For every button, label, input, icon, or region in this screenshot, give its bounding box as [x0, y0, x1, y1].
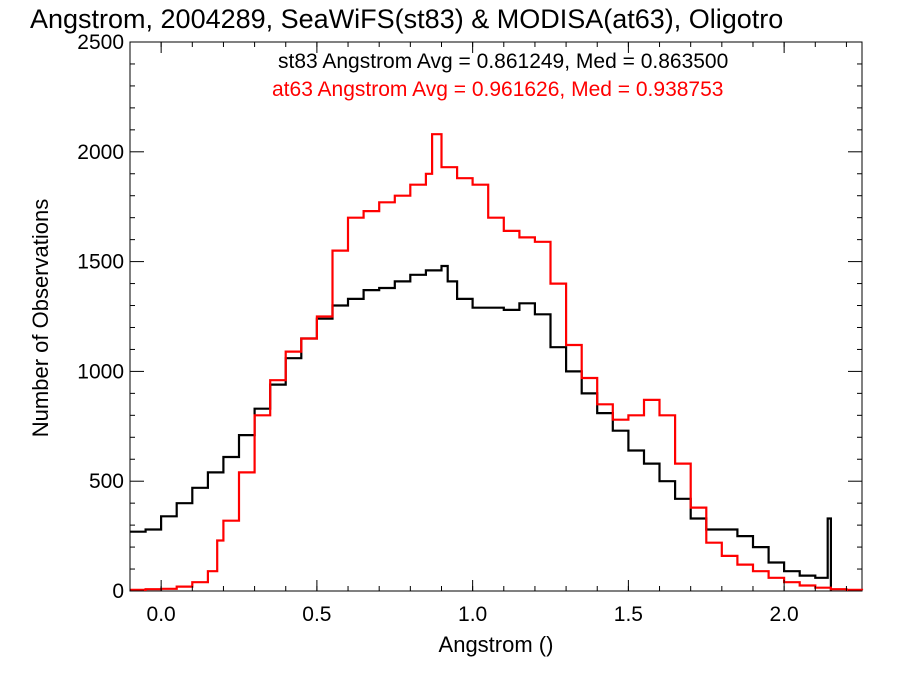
- y-tick-label: 0: [112, 580, 124, 603]
- x-tick-label: 2.0: [770, 603, 799, 626]
- y-tick-label: 2000: [77, 141, 124, 164]
- chart-title: Angstrom, 2004289, SeaWiFS(st83) & MODIS…: [30, 4, 783, 34]
- x-axis-label: Angstrom (): [439, 632, 554, 657]
- axes-layer: 0.0 0.5 1.0 1.5 2.0 0 500 1000 1500 2000 2500: [77, 31, 862, 626]
- x-tick-label: 1.5: [614, 603, 643, 626]
- plot-area-border: [129, 41, 863, 592]
- y-tick-label: 500: [89, 470, 124, 493]
- y-tick-label: 1500: [77, 251, 124, 274]
- y-tick-label: 2500: [77, 31, 124, 54]
- annotation-at63-stats: at63 Angstrom Avg = 0.961626, Med = 0.93…: [272, 78, 723, 101]
- y-tick-label: 1000: [77, 360, 124, 383]
- series-line-1: [130, 133, 864, 591]
- x-tick-label: 0.5: [302, 603, 331, 626]
- annotation-st83-stats: st83 Angstrom Avg = 0.861249, Med = 0.86…: [278, 50, 728, 73]
- series-layer: [130, 133, 864, 591]
- x-tick-label: 0.0: [147, 603, 176, 626]
- y-axis-label: Number of Observations: [28, 199, 53, 437]
- x-tick-label: 1.0: [458, 603, 487, 626]
- plot-frame: [129, 41, 863, 592]
